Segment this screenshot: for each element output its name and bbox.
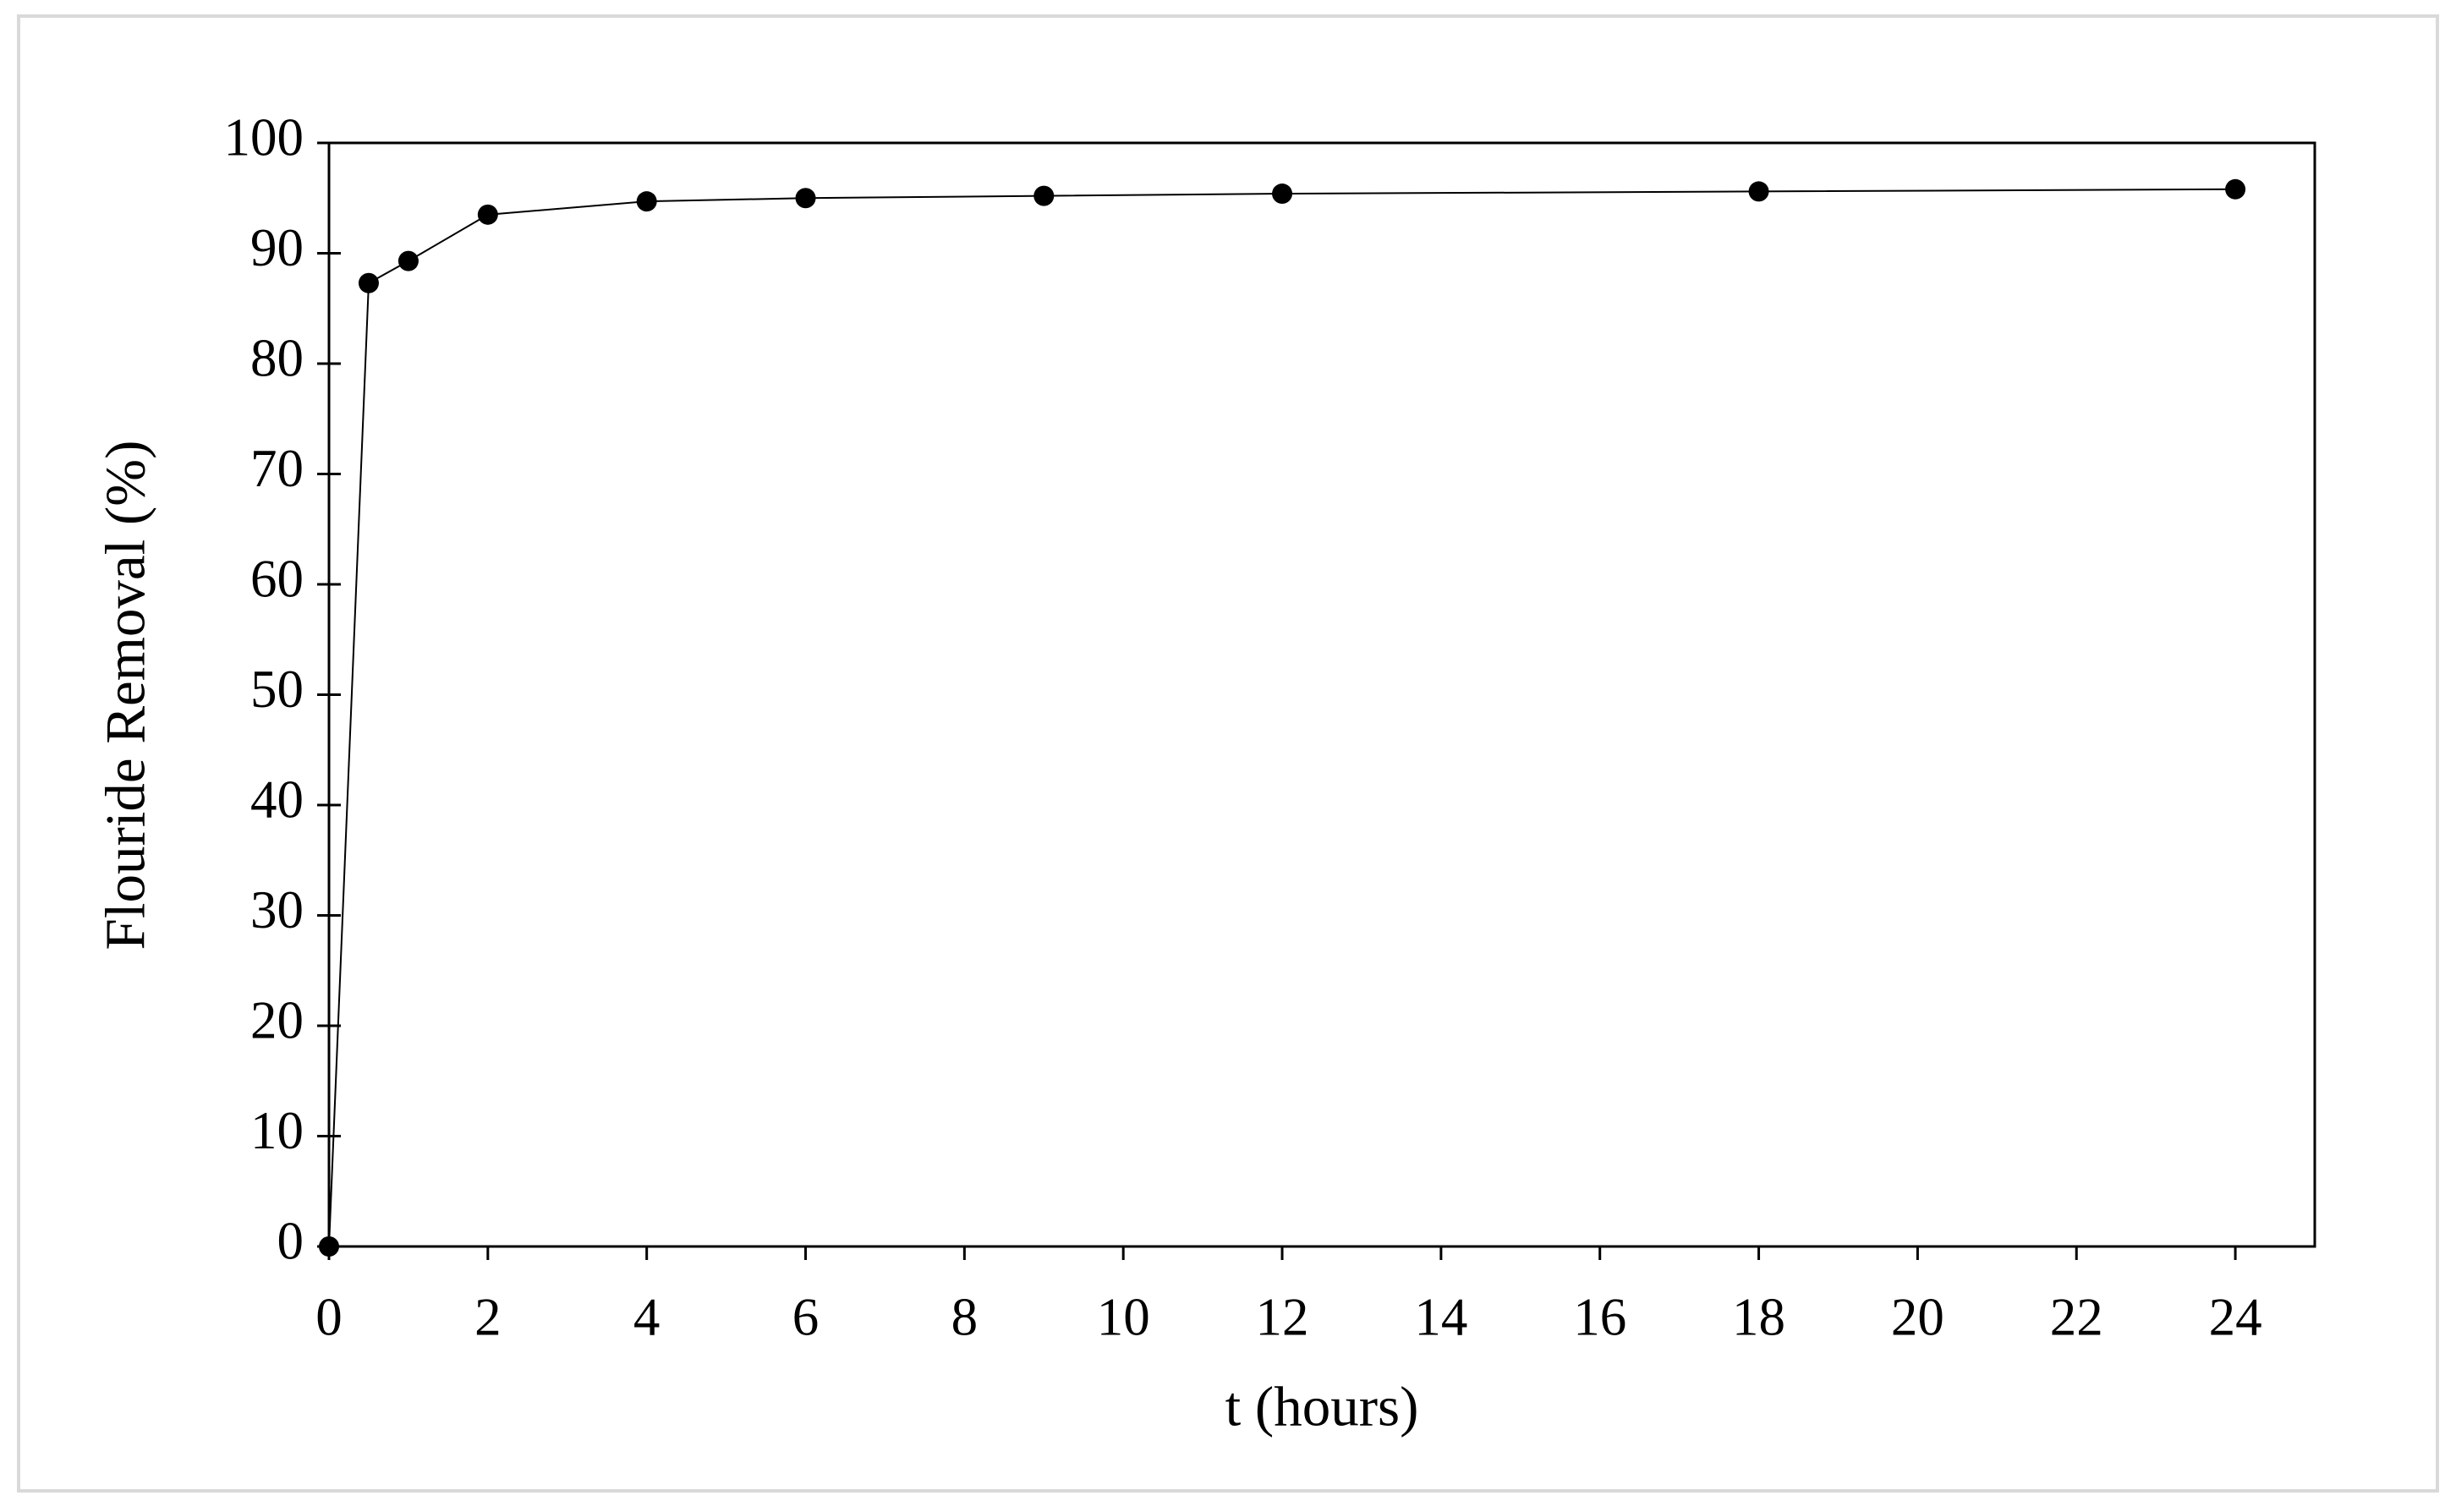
- data-point: [358, 272, 379, 293]
- data-point: [397, 250, 419, 271]
- x-tick-label: 14: [1414, 1287, 1467, 1346]
- x-axis-title: t (hours): [1225, 1375, 1419, 1438]
- x-tick-label: 22: [2050, 1287, 2103, 1346]
- x-tick-label: 10: [1097, 1287, 1150, 1346]
- y-tick-label: 40: [250, 770, 304, 829]
- data-point: [319, 1236, 339, 1257]
- y-tick-label: 0: [277, 1211, 304, 1270]
- x-tick-label: 12: [1256, 1287, 1309, 1346]
- x-tick-label: 18: [1732, 1287, 1785, 1346]
- x-tick-label: 4: [633, 1287, 661, 1346]
- x-tick-label: 6: [792, 1287, 820, 1346]
- data-point: [795, 188, 816, 209]
- x-tick-label: 16: [1573, 1287, 1626, 1346]
- data-point: [477, 204, 498, 225]
- data-point: [2225, 178, 2246, 200]
- x-tick-label: 8: [951, 1287, 979, 1346]
- y-tick-label: 10: [250, 1101, 304, 1160]
- x-tick-label: 24: [2209, 1287, 2262, 1346]
- x-tick-label: 2: [474, 1287, 502, 1346]
- data-point: [1033, 185, 1055, 206]
- y-tick-label: 30: [250, 880, 304, 940]
- y-tick-label: 60: [250, 549, 304, 608]
- y-axis-title: Flouride Removal (%): [94, 441, 156, 950]
- x-tick-label: 0: [315, 1287, 343, 1346]
- y-tick-label: 90: [250, 218, 304, 277]
- data-point: [1272, 184, 1293, 205]
- y-tick-label: 70: [250, 439, 304, 498]
- chart-border: [17, 14, 2439, 1493]
- data-point: [636, 191, 657, 212]
- series-line: [328, 188, 2236, 1247]
- y-tick-label: 50: [250, 660, 304, 719]
- x-tick-label: 20: [1891, 1287, 1944, 1346]
- y-tick-label: 100: [224, 107, 304, 167]
- y-tick-label: 20: [250, 990, 304, 1049]
- data-point: [1748, 181, 1769, 202]
- y-tick-label: 80: [250, 328, 304, 387]
